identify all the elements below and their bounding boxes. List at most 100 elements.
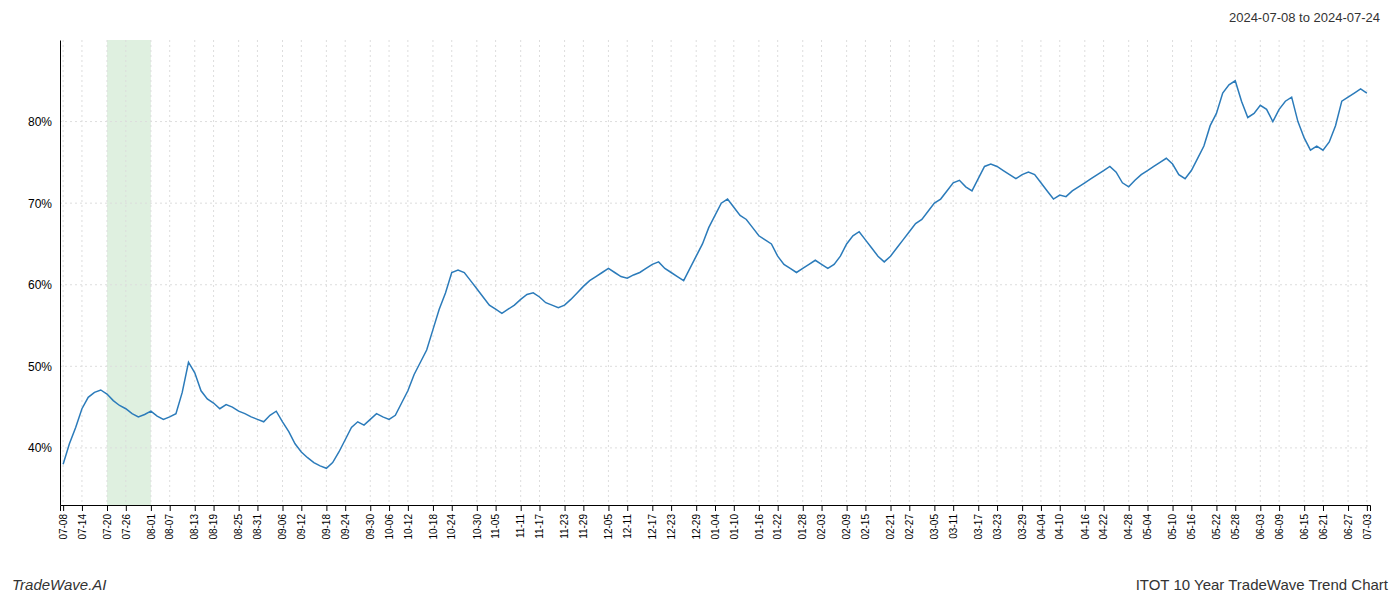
- x-tick-label: 01-28: [797, 514, 808, 540]
- x-tick: 12-05: [603, 505, 614, 540]
- x-tick-mark: [345, 505, 346, 511]
- grid-line-x: [194, 40, 195, 505]
- x-tick-mark: [151, 505, 152, 511]
- x-tick-mark: [909, 505, 910, 511]
- x-tick-mark: [1260, 505, 1261, 511]
- x-tick-label: 05-10: [1167, 514, 1178, 540]
- x-tick: 01-28: [797, 505, 808, 540]
- x-tick-mark: [326, 505, 327, 511]
- grid-line-x: [282, 40, 283, 505]
- x-tick-label: 09-30: [365, 514, 376, 540]
- marks: [60, 40, 1370, 505]
- grid-line-x: [326, 40, 327, 505]
- x-tick-label: 11-05: [490, 514, 501, 539]
- annotation: TradeWave.AI: [12, 576, 106, 593]
- x-tick-label: 05-16: [1186, 514, 1197, 540]
- grid-line-x: [696, 40, 697, 505]
- x-tick-mark: [477, 505, 478, 511]
- x-tick-label: 09-24: [340, 514, 351, 540]
- x-tick-label: 03-29: [1017, 514, 1028, 540]
- x-tick-mark: [759, 505, 760, 511]
- x-tick: 06-09: [1274, 505, 1285, 540]
- x-tick: 08-01: [146, 505, 157, 540]
- grid-line-x: [934, 40, 935, 505]
- x-tick: 07-14: [77, 505, 88, 540]
- x-tick-label: 10-06: [384, 514, 395, 540]
- grid-line-x: [997, 40, 998, 505]
- x-tick-mark: [583, 505, 584, 511]
- grid-line-x: [1235, 40, 1236, 505]
- x-tick-label: 06-27: [1343, 514, 1354, 540]
- y-tick: 80%: [28, 115, 60, 129]
- x-tick-label: 08-31: [252, 514, 263, 540]
- title: ITOT 10 Year TradeWave Trend Chart: [1136, 576, 1389, 593]
- x-tick: 10-18: [428, 505, 439, 540]
- x-tick-label: 01-10: [729, 514, 740, 540]
- x-tick-mark: [671, 505, 672, 511]
- grid-line-x: [1059, 40, 1060, 505]
- x-tick: 01-10: [729, 505, 740, 540]
- x-tick: 06-21: [1318, 505, 1329, 540]
- x-tick-label: 12-17: [647, 514, 658, 540]
- x-tick-mark: [283, 505, 284, 511]
- x-tick-label: 04-22: [1098, 514, 1109, 540]
- x-tick-label: 12-11: [622, 514, 633, 539]
- x-tick-label: 02-09: [841, 514, 852, 540]
- x-tick-mark: [847, 505, 848, 511]
- x-tick-mark: [195, 505, 196, 511]
- x-tick: 01-16: [754, 505, 765, 540]
- subtitle: 2024-07-08 to 2024-07-24: [1229, 10, 1380, 25]
- x-tick-mark: [301, 505, 302, 511]
- x-tick-mark: [734, 505, 735, 511]
- x-tick-mark: [1022, 505, 1023, 511]
- x-tick-label: 04-04: [1036, 514, 1047, 540]
- x-tick-mark: [239, 505, 240, 511]
- x-tick-label: 04-28: [1123, 514, 1134, 540]
- x-tick-mark: [1147, 505, 1148, 511]
- x-tick-label: 06-09: [1274, 514, 1285, 540]
- grid-line-x: [1260, 40, 1261, 505]
- x-tick-mark: [82, 505, 83, 511]
- grid-line-x: [652, 40, 653, 505]
- chart: 07-0807-1407-2007-2608-0108-0708-1308-19…: [0, 0, 1400, 600]
- x-tick-mark: [953, 505, 954, 511]
- grid-line-x: [733, 40, 734, 505]
- x-tick-label: 03-05: [929, 514, 940, 540]
- grid-line-x: [1103, 40, 1104, 505]
- x-tick: 01-04: [710, 505, 721, 540]
- y-axis-line: [60, 41, 61, 506]
- x-tick-mark: [778, 505, 779, 511]
- x-tick-mark: [107, 505, 108, 511]
- grid-line-x: [169, 40, 170, 505]
- x-tick: 06-15: [1299, 505, 1310, 540]
- grid-line-x: [890, 40, 891, 505]
- grid-line-x: [758, 40, 759, 505]
- y-tick: 70%: [28, 196, 60, 210]
- x-tick-mark: [696, 505, 697, 511]
- x-tick: 03-23: [992, 505, 1003, 540]
- x-tick-label: 01-22: [772, 514, 783, 540]
- x-tick-mark: [257, 505, 258, 511]
- x-tick-label: 01-16: [754, 514, 765, 540]
- grid-line-x: [583, 40, 584, 505]
- x-tick-mark: [1104, 505, 1105, 511]
- x-tick-label: 09-06: [277, 514, 288, 540]
- x-tick-label: 05-22: [1211, 514, 1222, 540]
- x-tick-label: 07-03: [1362, 514, 1373, 540]
- x-tick-label: 07-08: [58, 514, 69, 540]
- x-tick: 10-30: [472, 505, 483, 540]
- x-tick: 02-21: [885, 505, 896, 540]
- x-tick-mark: [627, 505, 628, 511]
- x-tick: 08-07: [164, 505, 175, 540]
- x-tick-label: 10-18: [428, 514, 439, 540]
- x-axis-line: [61, 506, 1371, 512]
- x-tick-label: 08-25: [233, 514, 244, 540]
- x-tick: 04-16: [1080, 505, 1091, 540]
- x-tick-label: 08-13: [189, 514, 200, 540]
- x-tick-mark: [1041, 505, 1042, 511]
- x-tick-label: 08-01: [146, 514, 157, 540]
- grid-line-x: [564, 40, 565, 505]
- x-tick: 03-11: [948, 505, 959, 539]
- grid-line-x: [407, 40, 408, 505]
- x-tick: 04-28: [1123, 505, 1134, 540]
